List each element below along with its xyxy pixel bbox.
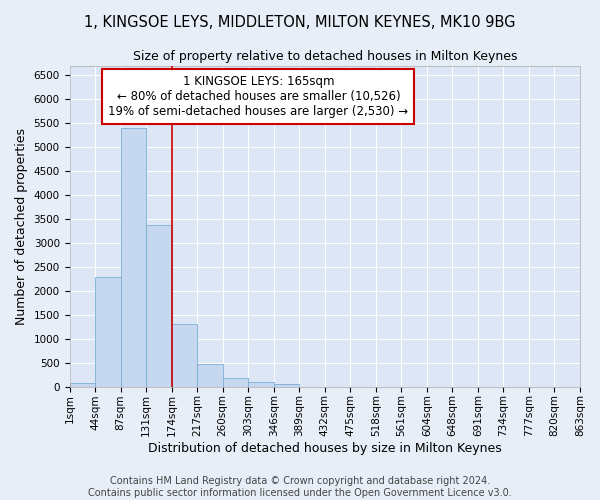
Bar: [146, 224, 172, 386]
X-axis label: Distribution of detached houses by size in Milton Keynes: Distribution of detached houses by size …: [148, 442, 502, 455]
Text: 1, KINGSOE LEYS, MIDDLETON, MILTON KEYNES, MK10 9BG: 1, KINGSOE LEYS, MIDDLETON, MILTON KEYNE…: [84, 15, 516, 30]
Title: Size of property relative to detached houses in Milton Keynes: Size of property relative to detached ho…: [133, 50, 517, 63]
Bar: [274, 384, 299, 386]
Bar: [248, 382, 274, 386]
Text: 1 KINGSOE LEYS: 165sqm
← 80% of detached houses are smaller (10,526)
19% of semi: 1 KINGSOE LEYS: 165sqm ← 80% of detached…: [109, 75, 409, 118]
Bar: [70, 384, 95, 386]
Y-axis label: Number of detached properties: Number of detached properties: [15, 128, 28, 324]
Bar: [172, 324, 197, 386]
Bar: [197, 364, 223, 386]
Text: Contains HM Land Registry data © Crown copyright and database right 2024.
Contai: Contains HM Land Registry data © Crown c…: [88, 476, 512, 498]
Bar: [223, 378, 248, 386]
Bar: [95, 278, 121, 386]
Bar: [121, 128, 146, 386]
